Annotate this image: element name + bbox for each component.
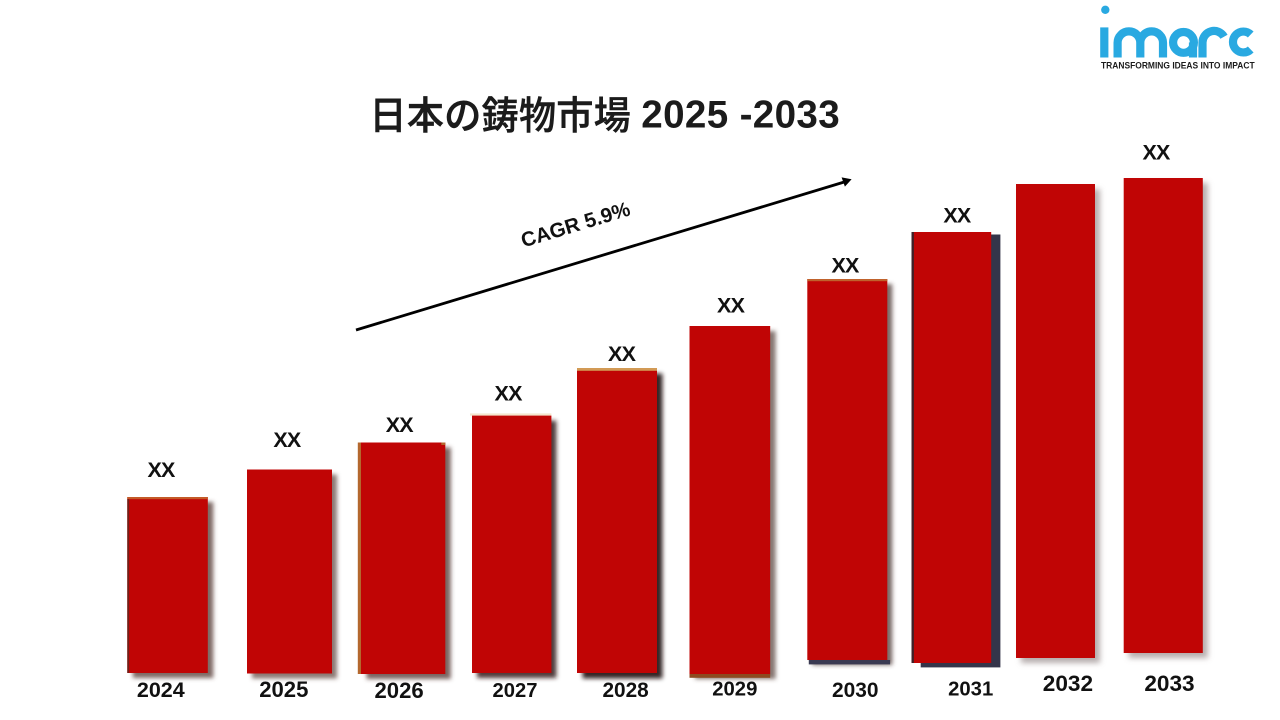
svg-text:2027: 2027	[493, 680, 538, 702]
svg-text:XX: XX	[495, 382, 524, 406]
svg-text:2032: 2032	[1043, 671, 1093, 696]
svg-text:2030: 2030	[832, 679, 878, 702]
svg-text:2028: 2028	[602, 679, 648, 702]
svg-text:2025: 2025	[259, 677, 308, 702]
svg-text:XX: XX	[831, 254, 860, 278]
svg-text:2026: 2026	[375, 678, 424, 703]
svg-text:2031: 2031	[948, 679, 993, 701]
svg-text:TRANSFORMING IDEAS INTO IMPACT: TRANSFORMING IDEAS INTO IMPACT	[1101, 60, 1255, 71]
svg-text:XX: XX	[1142, 141, 1171, 165]
svg-text:XX: XX	[273, 428, 302, 452]
svg-text:2025 -2033: 2025 -2033	[641, 94, 840, 137]
svg-text:XX: XX	[147, 458, 176, 482]
svg-text:XX: XX	[608, 342, 637, 366]
svg-text:2029: 2029	[712, 679, 757, 701]
svg-text:XX: XX	[717, 294, 746, 318]
svg-text:2033: 2033	[1144, 671, 1194, 696]
svg-text:2024: 2024	[137, 678, 185, 702]
svg-text:XX: XX	[386, 413, 415, 437]
svg-text:XX: XX	[943, 204, 972, 228]
